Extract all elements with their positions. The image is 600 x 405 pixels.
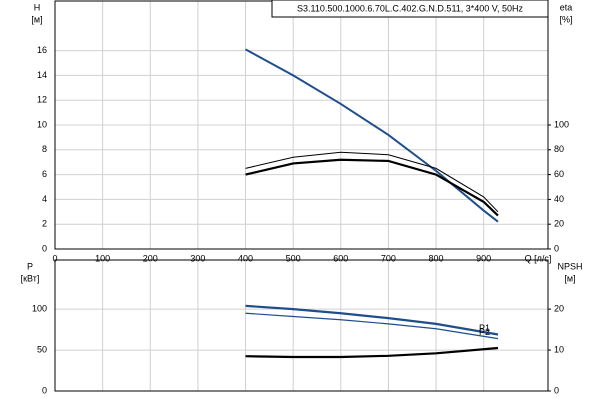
y-tick-label: 16 [37,45,47,55]
y-tick-label: 50 [37,344,47,354]
series-line [245,151,499,213]
y2-tick-label: 20 [554,304,564,314]
y-axis-label: [кВт] [21,273,40,283]
y2-tick-label: 60 [554,169,564,179]
y2-tick-label: 20 [554,219,564,229]
series-line [245,346,499,359]
series-line [245,48,499,223]
x-tick-label: 900 [476,253,491,263]
y-axis-label: [м] [31,14,42,24]
plot-frame [54,259,549,392]
x-tick-label: 300 [190,253,205,263]
x-tick-label: 800 [429,253,444,263]
series-label: P1 [479,323,490,333]
y-tick-label: 6 [42,169,47,179]
y-tick-label: 12 [37,95,47,105]
x-tick-label: 700 [381,253,396,263]
y-tick-label: 2 [42,219,47,229]
y-axis-label: P [27,261,33,271]
y2-tick-label: 100 [554,119,569,129]
y2-tick-label: 40 [554,194,564,204]
series-line [245,312,499,340]
y-tick-label: 8 [42,144,47,154]
x-tick-label: 400 [238,253,253,263]
y-tick-label: 0 [42,243,47,253]
series-label: P2 [479,327,490,337]
y2-tick-label: 10 [554,344,564,354]
series-line [245,304,499,336]
x-tick-label: 200 [143,253,158,263]
y-tick-label: 14 [37,70,47,80]
y-tick-label: 0 [42,385,47,395]
y-tick-label: 10 [37,119,47,129]
y-tick-label: 4 [42,194,47,204]
x-tick-label: 100 [95,253,110,263]
y-axis-label: H [34,2,41,12]
y2-axis-label: eta [560,2,573,12]
y-tick-label: 100 [32,304,47,314]
y2-axis-label: [м] [564,273,575,283]
series-line [245,158,499,217]
y2-tick-label: 0 [554,243,559,253]
x-tick-label: 500 [286,253,301,263]
chart-title: S3.110.500.1000.6.70L.C.402.G.N.D.511, 3… [297,3,523,13]
x-tick-label: 600 [333,253,348,263]
y2-tick-label: 0 [554,385,559,395]
y2-tick-label: 80 [554,144,564,154]
x-axis-label: Q [л/с] [525,253,552,263]
y2-axis-label: [%] [559,14,572,24]
x-tick-label: 0 [52,253,57,263]
title-box [271,0,549,18]
y2-axis-label: NPSH [557,261,582,271]
